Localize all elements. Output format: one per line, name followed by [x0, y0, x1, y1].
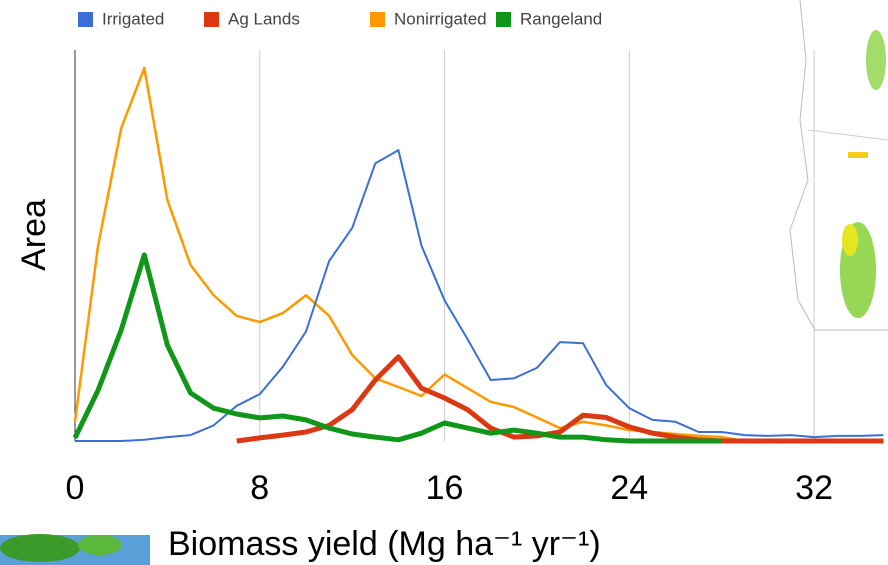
series-line [72, 252, 722, 444]
legend-label: Ag Lands [228, 9, 300, 28]
legend-swatch [204, 12, 219, 27]
x-tick-label: 16 [426, 469, 464, 507]
series-line [73, 66, 746, 443]
y-axis-label: Area [15, 199, 53, 271]
legend-swatch [496, 12, 511, 27]
legend-swatch [370, 12, 385, 27]
x-axis-label: Biomass yield (Mg ha⁻¹ yr⁻¹) [168, 525, 601, 563]
series-line [75, 149, 884, 442]
x-tick-label: 8 [250, 469, 269, 507]
map-decoration [789, 0, 888, 331]
legend-label: Nonirrigated [394, 9, 487, 28]
legend-label: Irrigated [102, 9, 164, 28]
legend-swatch [78, 12, 93, 27]
series-line [236, 354, 884, 444]
x-tick-label: 24 [610, 469, 648, 507]
legend-label: Rangeland [520, 9, 602, 28]
x-tick-label: 32 [795, 469, 833, 507]
plot: 0 8 16 24 32 Irrigated Ag Lands Nonirrigated Ran… [66, 9, 884, 507]
plant-decoration [0, 534, 150, 565]
x-tick-label: 0 [66, 469, 85, 507]
